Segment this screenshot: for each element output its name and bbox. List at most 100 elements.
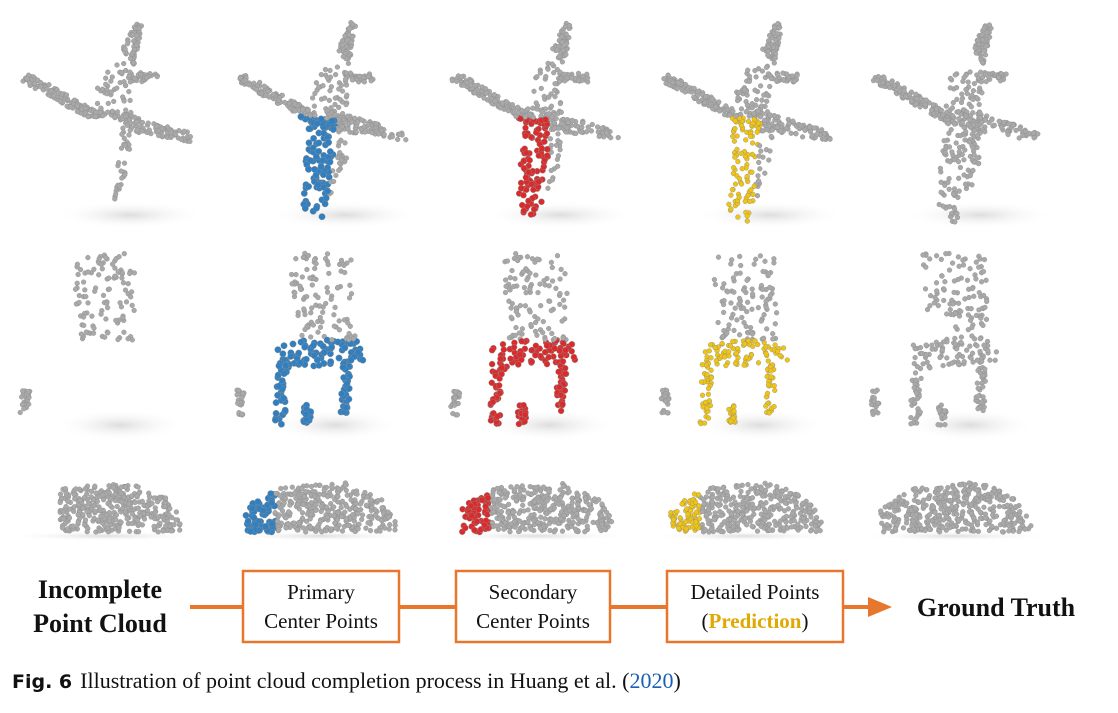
point	[953, 84, 960, 91]
point	[113, 317, 119, 324]
point	[573, 511, 580, 517]
point	[780, 345, 787, 351]
point	[355, 526, 361, 532]
point	[324, 285, 330, 291]
object-shadow	[270, 409, 400, 441]
point	[353, 501, 359, 507]
point	[579, 124, 585, 131]
point	[959, 120, 965, 126]
point	[951, 121, 958, 127]
point	[344, 92, 350, 98]
point	[458, 74, 465, 80]
point	[498, 509, 505, 515]
point	[711, 277, 718, 283]
point	[768, 374, 774, 380]
point	[541, 349, 549, 356]
point	[498, 370, 505, 378]
point	[562, 370, 569, 377]
point	[519, 201, 526, 209]
point	[552, 81, 558, 87]
chair-point-cloud	[234, 250, 367, 428]
point	[348, 257, 354, 263]
point	[386, 514, 392, 520]
object-shadow	[645, 531, 845, 541]
point	[573, 130, 579, 137]
point	[148, 514, 154, 520]
point	[81, 495, 88, 501]
point	[1013, 127, 1019, 133]
point	[502, 520, 508, 526]
point	[760, 335, 767, 341]
point	[736, 194, 742, 201]
point	[105, 330, 111, 336]
point	[734, 97, 741, 104]
point	[979, 37, 986, 43]
point	[305, 107, 311, 113]
point	[975, 385, 981, 392]
point	[598, 527, 604, 534]
point	[299, 515, 306, 521]
point	[515, 110, 521, 116]
point	[326, 270, 332, 277]
point	[72, 496, 78, 502]
point	[740, 287, 747, 293]
point	[596, 133, 602, 140]
point	[759, 68, 766, 74]
point	[761, 92, 767, 98]
point	[764, 98, 770, 104]
point	[518, 338, 525, 345]
point	[118, 145, 125, 151]
point	[757, 166, 763, 172]
point	[346, 522, 352, 529]
point	[307, 112, 314, 119]
point	[464, 79, 470, 86]
point	[732, 118, 738, 124]
point	[763, 344, 769, 350]
point	[755, 360, 762, 366]
point	[506, 335, 513, 341]
point	[359, 516, 365, 523]
object-shadow	[270, 201, 420, 229]
point	[980, 384, 986, 390]
point	[569, 500, 575, 506]
point	[744, 213, 750, 219]
point	[315, 139, 323, 147]
point	[735, 346, 741, 352]
point	[99, 266, 105, 272]
point	[341, 317, 348, 323]
point	[537, 70, 544, 76]
point	[940, 112, 946, 118]
point	[559, 33, 565, 40]
point	[377, 528, 383, 534]
chair-point-cloud	[448, 251, 579, 428]
point	[558, 266, 564, 273]
point	[965, 79, 971, 85]
point	[127, 79, 133, 85]
point	[564, 75, 570, 81]
point	[772, 321, 778, 327]
point	[513, 251, 519, 257]
point	[563, 51, 569, 58]
point	[112, 196, 118, 202]
point	[117, 300, 123, 306]
point	[156, 133, 162, 139]
point	[946, 186, 952, 192]
point	[971, 293, 977, 299]
point	[113, 191, 119, 197]
point	[705, 391, 712, 397]
point	[950, 191, 957, 197]
point	[167, 505, 173, 512]
point	[535, 125, 542, 133]
point	[83, 105, 89, 112]
point	[799, 134, 806, 140]
point	[891, 82, 898, 89]
point	[960, 262, 967, 268]
point	[730, 108, 736, 114]
point	[322, 95, 328, 101]
point	[745, 118, 752, 125]
point	[559, 121, 565, 127]
point	[126, 146, 133, 152]
point	[578, 129, 584, 135]
point	[132, 75, 138, 82]
point	[695, 88, 701, 95]
